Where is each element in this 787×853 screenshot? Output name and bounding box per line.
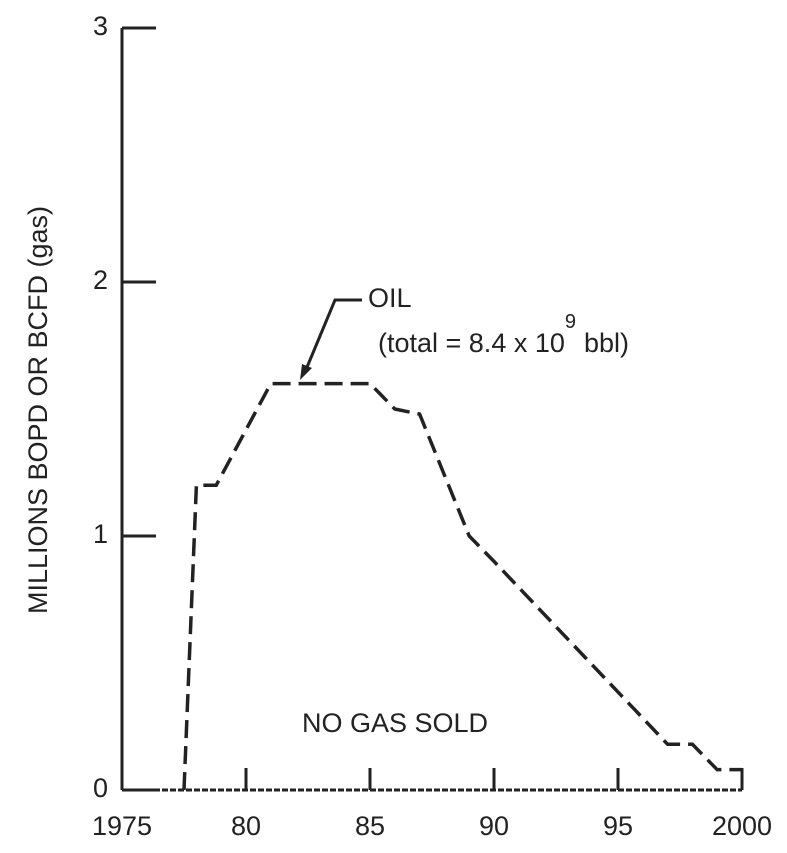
x-tick-label: 90 — [479, 811, 509, 841]
annotation: NO GAS SOLD — [302, 708, 488, 738]
y-axis-label: MILLIONS BOPD OR BCFD (gas) — [23, 206, 53, 614]
arrow-head — [300, 364, 312, 380]
x-tick-label: 80 — [231, 811, 261, 841]
data-line — [182, 381, 742, 791]
annotation: (total = 8.4 x 109 bbl) — [378, 311, 629, 358]
leader-line — [303, 298, 362, 373]
y-tick-label: 2 — [93, 265, 108, 295]
y-tick-label: 0 — [93, 773, 108, 803]
annotation-superscript: 9 — [565, 311, 576, 333]
y-tick-label: 1 — [93, 519, 108, 549]
y-tick-label: 3 — [93, 11, 108, 41]
annotation-part: bbl) — [584, 328, 629, 358]
annotation: OIL — [368, 283, 412, 313]
x-tick-label: 85 — [355, 811, 385, 841]
annotation-part: (total = 8.4 x 10 — [378, 328, 565, 358]
x-tick-label: 1975 — [92, 811, 152, 841]
x-tick-label: 2000 — [712, 811, 772, 841]
x-tick-label: 95 — [603, 811, 633, 841]
